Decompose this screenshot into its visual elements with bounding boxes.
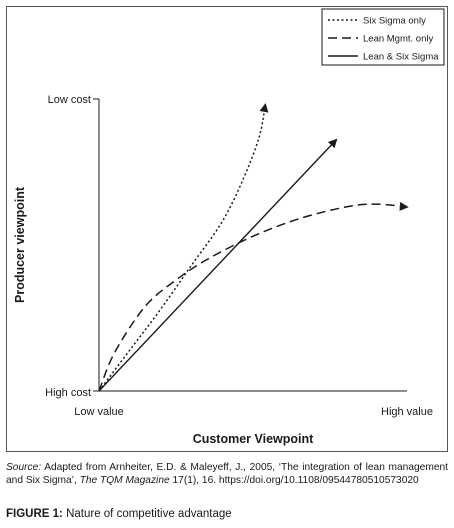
y-tick-label-top: Low cost [48, 94, 91, 106]
series-line-3 [98, 138, 338, 392]
x-tick-label-left: Low value [74, 406, 124, 418]
x-axis-title: Customer Viewpoint [193, 432, 314, 446]
figure-frame: Low cost High cost Low value High value … [6, 6, 448, 452]
caption-label: FIGURE 1: [6, 508, 63, 520]
series-line-2 [98, 201, 409, 392]
legend-label-1: Six Sigma only [363, 16, 426, 27]
source-text-after: 17(1), 16. https://doi.org/10.1108/09544… [169, 475, 419, 486]
figure-caption: FIGURE 1: Nature of competitive advantag… [6, 508, 232, 520]
chart: Low cost High cost Low value High value … [13, 8, 445, 446]
x-tick-label-right: High value [381, 406, 433, 418]
y-axis-title: Producer viewpoint [13, 186, 27, 303]
source-journal: The TQM Magazine [79, 475, 170, 486]
legend-label-2: Lean Mgmt. only [363, 34, 433, 45]
source-lead: Source: [6, 462, 42, 473]
series-line-1 [98, 103, 269, 392]
legend-label-3: Lean & Six Sigma [363, 52, 439, 63]
axes [93, 98, 407, 392]
legend: Six Sigma only Lean Mgmt. only Lean & Six … [321, 8, 445, 66]
figure-source: Source: Adapted from Arnheiter, E.D. & M… [6, 461, 448, 487]
y-tick-label-bottom: High cost [45, 387, 91, 399]
source-text-before: Adapted from Arnheiter, E.D. & Maleyeff,… [6, 462, 448, 486]
caption-text: Nature of competitive advantage [62, 508, 232, 520]
series-layer [98, 103, 409, 392]
